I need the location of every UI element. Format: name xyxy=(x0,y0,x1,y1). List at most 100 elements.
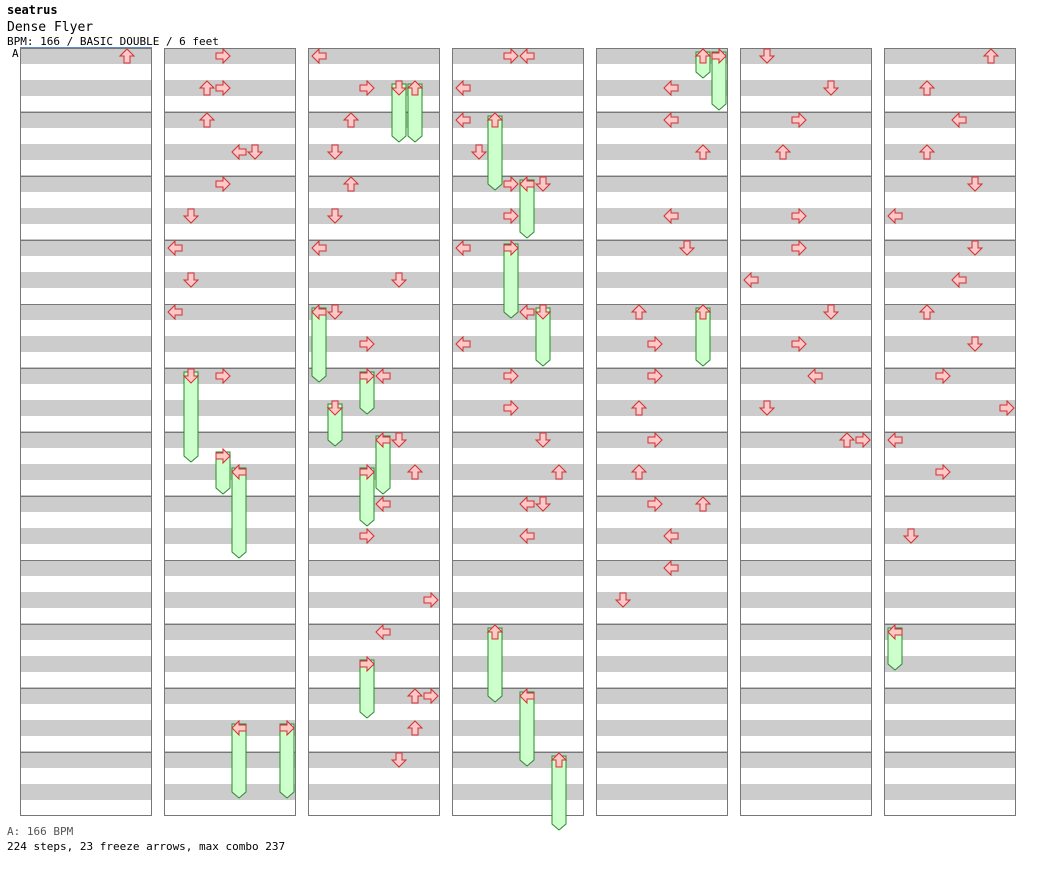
freeze-arrow xyxy=(231,467,247,559)
step-arrow xyxy=(215,367,231,385)
freeze-arrow xyxy=(375,435,391,495)
beat-stripe xyxy=(596,272,728,288)
step-arrow xyxy=(678,240,696,256)
beat-stripe xyxy=(308,624,440,640)
step-arrow xyxy=(663,79,679,97)
step-arrow xyxy=(455,335,471,353)
beat-stripe xyxy=(884,176,1016,192)
beat-stripe xyxy=(20,176,152,192)
beat-stripe xyxy=(596,176,728,192)
step-arrow xyxy=(791,239,807,257)
beat-stripe xyxy=(164,560,296,576)
step-arrow xyxy=(838,432,856,448)
beat-stripe xyxy=(20,432,152,448)
beat-stripe xyxy=(20,752,152,768)
freeze-arrow xyxy=(359,467,375,527)
beat-stripe xyxy=(740,560,872,576)
beat-stripe xyxy=(596,240,728,256)
beat-stripe xyxy=(452,80,584,96)
beat-stripe xyxy=(452,752,584,768)
beat-stripe xyxy=(308,592,440,608)
step-arrow xyxy=(375,431,391,449)
step-arrow xyxy=(663,527,679,545)
step-arrow xyxy=(390,80,408,96)
step-arrow xyxy=(215,79,231,97)
beat-stripe xyxy=(596,624,728,640)
beat-stripe xyxy=(740,176,872,192)
step-arrow xyxy=(663,207,679,225)
step-arrow xyxy=(198,112,216,128)
step-arrow xyxy=(455,111,471,129)
beat-stripe xyxy=(452,656,584,672)
beat-stripe xyxy=(20,528,152,544)
beat-stripe xyxy=(596,112,728,128)
beat-stripe xyxy=(596,304,728,320)
step-arrow xyxy=(503,47,519,65)
step-arrow xyxy=(694,144,712,160)
beat-stripe xyxy=(740,272,872,288)
beat-stripe xyxy=(308,208,440,224)
step-arrow xyxy=(406,720,424,736)
beat-stripe xyxy=(884,80,1016,96)
step-arrow xyxy=(966,336,984,352)
beat-stripe xyxy=(740,432,872,448)
step-arrow xyxy=(390,752,408,768)
beat-stripe xyxy=(20,336,152,352)
beat-stripe xyxy=(452,336,584,352)
step-arrow xyxy=(503,367,519,385)
step-arrow xyxy=(630,400,648,416)
step-arrow xyxy=(198,80,216,96)
beat-stripe xyxy=(20,368,152,384)
beat-stripe xyxy=(452,720,584,736)
beat-stripe xyxy=(596,560,728,576)
beat-stripe xyxy=(596,752,728,768)
beat-stripe xyxy=(596,48,728,64)
step-arrow xyxy=(663,111,679,129)
step-arrow xyxy=(951,271,967,289)
freeze-arrow xyxy=(215,451,231,495)
step-arrow xyxy=(918,80,936,96)
step-arrow xyxy=(534,496,552,512)
freeze-arrow xyxy=(391,83,407,143)
step-arrow xyxy=(887,623,903,641)
beat-stripe xyxy=(740,720,872,736)
beat-stripe xyxy=(164,592,296,608)
beat-stripe xyxy=(884,560,1016,576)
step-arrow xyxy=(519,495,535,513)
step-arrow xyxy=(935,463,951,481)
beat-stripe xyxy=(884,496,1016,512)
beat-stripe xyxy=(740,592,872,608)
beat-stripe xyxy=(740,656,872,672)
beat-stripe xyxy=(308,144,440,160)
freeze-arrow xyxy=(327,403,343,447)
step-arrow xyxy=(375,495,391,513)
beat-stripe xyxy=(884,272,1016,288)
beat-stripe xyxy=(596,784,728,800)
step-arrow xyxy=(550,464,568,480)
beat-stripe xyxy=(884,400,1016,416)
step-arrow xyxy=(326,304,344,320)
beat-stripe xyxy=(164,112,296,128)
beat-stripe xyxy=(20,624,152,640)
step-arrow xyxy=(359,367,375,385)
beat-stripe xyxy=(308,784,440,800)
step-arrow xyxy=(519,175,535,193)
step-arrow xyxy=(423,591,439,609)
step-arrow xyxy=(711,47,727,65)
beat-stripe xyxy=(740,784,872,800)
step-arrow xyxy=(342,112,360,128)
step-arrow xyxy=(519,47,535,65)
bpm-legend: A: 166 BPM xyxy=(7,825,74,838)
beat-stripe xyxy=(596,144,728,160)
step-arrow xyxy=(791,111,807,129)
beat-stripe xyxy=(164,624,296,640)
beat-stripe xyxy=(452,112,584,128)
beat-stripe xyxy=(884,304,1016,320)
beat-stripe xyxy=(740,80,872,96)
beat-stripe xyxy=(164,656,296,672)
beat-stripe xyxy=(164,720,296,736)
step-arrow xyxy=(534,176,552,192)
step-arrow xyxy=(791,335,807,353)
step-arrow xyxy=(694,48,712,64)
